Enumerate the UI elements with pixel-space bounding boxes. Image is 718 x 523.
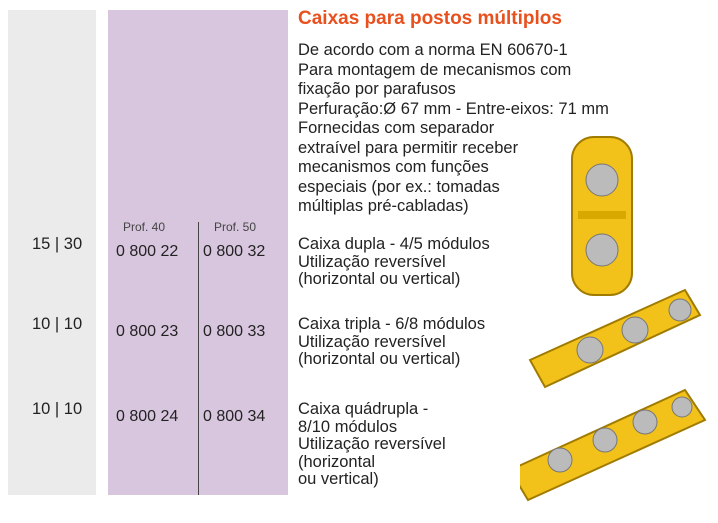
- description-line: Fornecidas com separador: [298, 119, 495, 137]
- product-images: [520, 136, 707, 502]
- description-line: fixação por parafusos: [298, 80, 456, 98]
- product-text: (horizontal: [298, 452, 376, 471]
- col-header: Prof. 40: [123, 220, 166, 234]
- product-text: Utilização reversível: [298, 332, 446, 351]
- description-line: especiais (por ex.: tomadas: [298, 177, 500, 196]
- product-text: Caixa dupla - 4/5 módulos: [298, 235, 490, 253]
- box-triple: [528, 288, 702, 389]
- description-line: múltiplas pré-cabladas): [298, 197, 469, 215]
- product-text: Utilização reversível: [298, 252, 446, 271]
- product-text: Caixa tripla - 6/8 módulos: [298, 315, 486, 333]
- description-line: mecanismos com funções: [298, 158, 489, 176]
- quantity: 10 | 10: [32, 315, 83, 333]
- description-line: Perfuração:Ø 67 mm - Entre-eixos: 71 mm: [298, 99, 609, 118]
- qty-column: [8, 10, 96, 495]
- product-text: ou vertical): [298, 470, 379, 488]
- quantity: 15 | 30: [32, 235, 83, 253]
- product-text: Caixa quádrupla -: [298, 400, 429, 418]
- reference: 0 800 33: [203, 323, 266, 340]
- reference: 0 800 23: [116, 323, 179, 340]
- box-quadruple: [520, 388, 707, 502]
- box-double: [571, 136, 633, 296]
- description-line: extraível para permitir receber: [298, 138, 519, 157]
- product-text: (horizontal ou vertical): [298, 350, 461, 368]
- reference: 0 800 22: [116, 243, 179, 260]
- reference: 0 800 32: [203, 243, 266, 260]
- col-header: Prof. 50: [214, 220, 257, 234]
- product-text: 8/10 módulos: [298, 417, 398, 436]
- description-line: De acordo com a norma EN 60670-1: [298, 41, 568, 59]
- product-text: (horizontal ou vertical): [298, 270, 461, 288]
- title: Caixas para postos múltiplos: [298, 8, 562, 29]
- reference: 0 800 24: [116, 408, 179, 425]
- quantity: 10 | 10: [32, 400, 83, 418]
- divider: [198, 222, 199, 495]
- description-line: Para montagem de mecanismos com: [298, 60, 572, 79]
- product-text: Utilização reversível: [298, 435, 446, 453]
- reference: 0 800 34: [203, 408, 266, 425]
